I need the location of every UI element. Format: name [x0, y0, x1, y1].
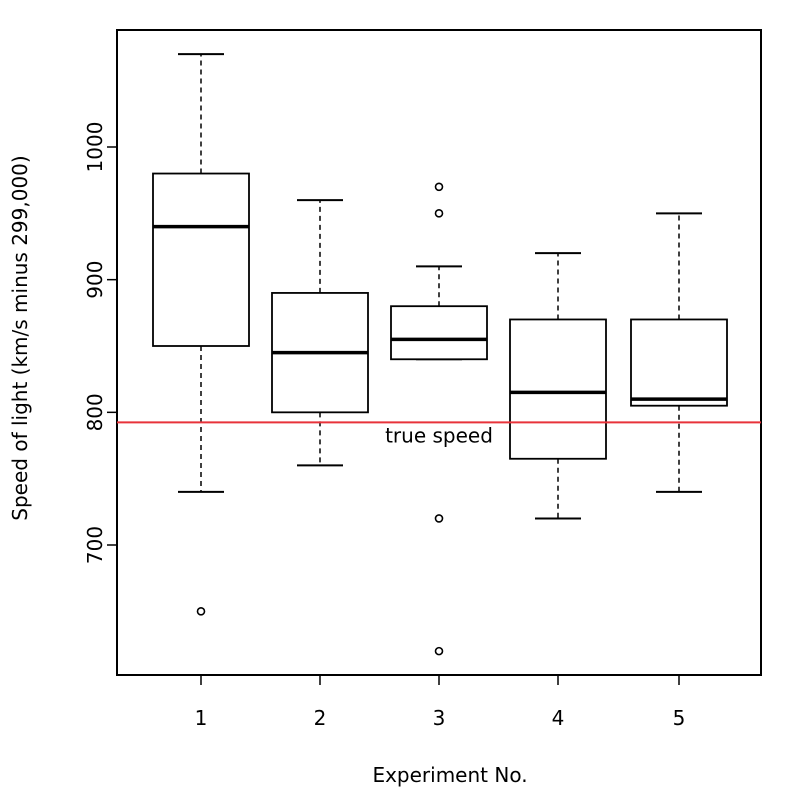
box-5 — [630, 318, 728, 407]
outlier-3-3 — [434, 646, 444, 656]
x-tick-label-3: 3 — [433, 706, 446, 730]
x-tick-label-5: 5 — [673, 706, 686, 730]
y-axis-title: Speed of light (km/s minus 299,000) — [8, 155, 32, 520]
true-speed-label: true speed — [385, 423, 493, 447]
y-tick-label-900: 900 — [83, 261, 107, 299]
outlier-1-0 — [196, 607, 206, 616]
y-ticks: 700 800 900 1000 — [83, 122, 117, 564]
box-group-1 — [152, 53, 250, 616]
box-group-4 — [509, 252, 607, 520]
x-tick-label-4: 4 — [552, 706, 565, 730]
boxes — [152, 53, 728, 656]
outlier-3-1 — [434, 209, 444, 218]
box-group-3 — [390, 182, 488, 656]
y-tick-label-700: 700 — [83, 526, 107, 564]
box-1 — [152, 172, 250, 347]
x-tick-label-2: 2 — [314, 706, 327, 730]
x-axis-title: Experiment No. — [372, 763, 527, 787]
box-group-2 — [271, 199, 369, 467]
box-group-5 — [630, 212, 728, 493]
y-tick-label-1000: 1000 — [83, 122, 107, 173]
box-3 — [390, 305, 488, 361]
y-tick-label-800: 800 — [83, 393, 107, 431]
x-ticks: 1 2 3 4 5 — [195, 675, 686, 730]
outlier-3-0 — [434, 182, 444, 192]
outlier-3-2 — [434, 514, 444, 523]
x-tick-label-1: 1 — [195, 706, 208, 730]
reference-line-group: true speed — [117, 421, 761, 447]
box-4 — [509, 318, 607, 460]
